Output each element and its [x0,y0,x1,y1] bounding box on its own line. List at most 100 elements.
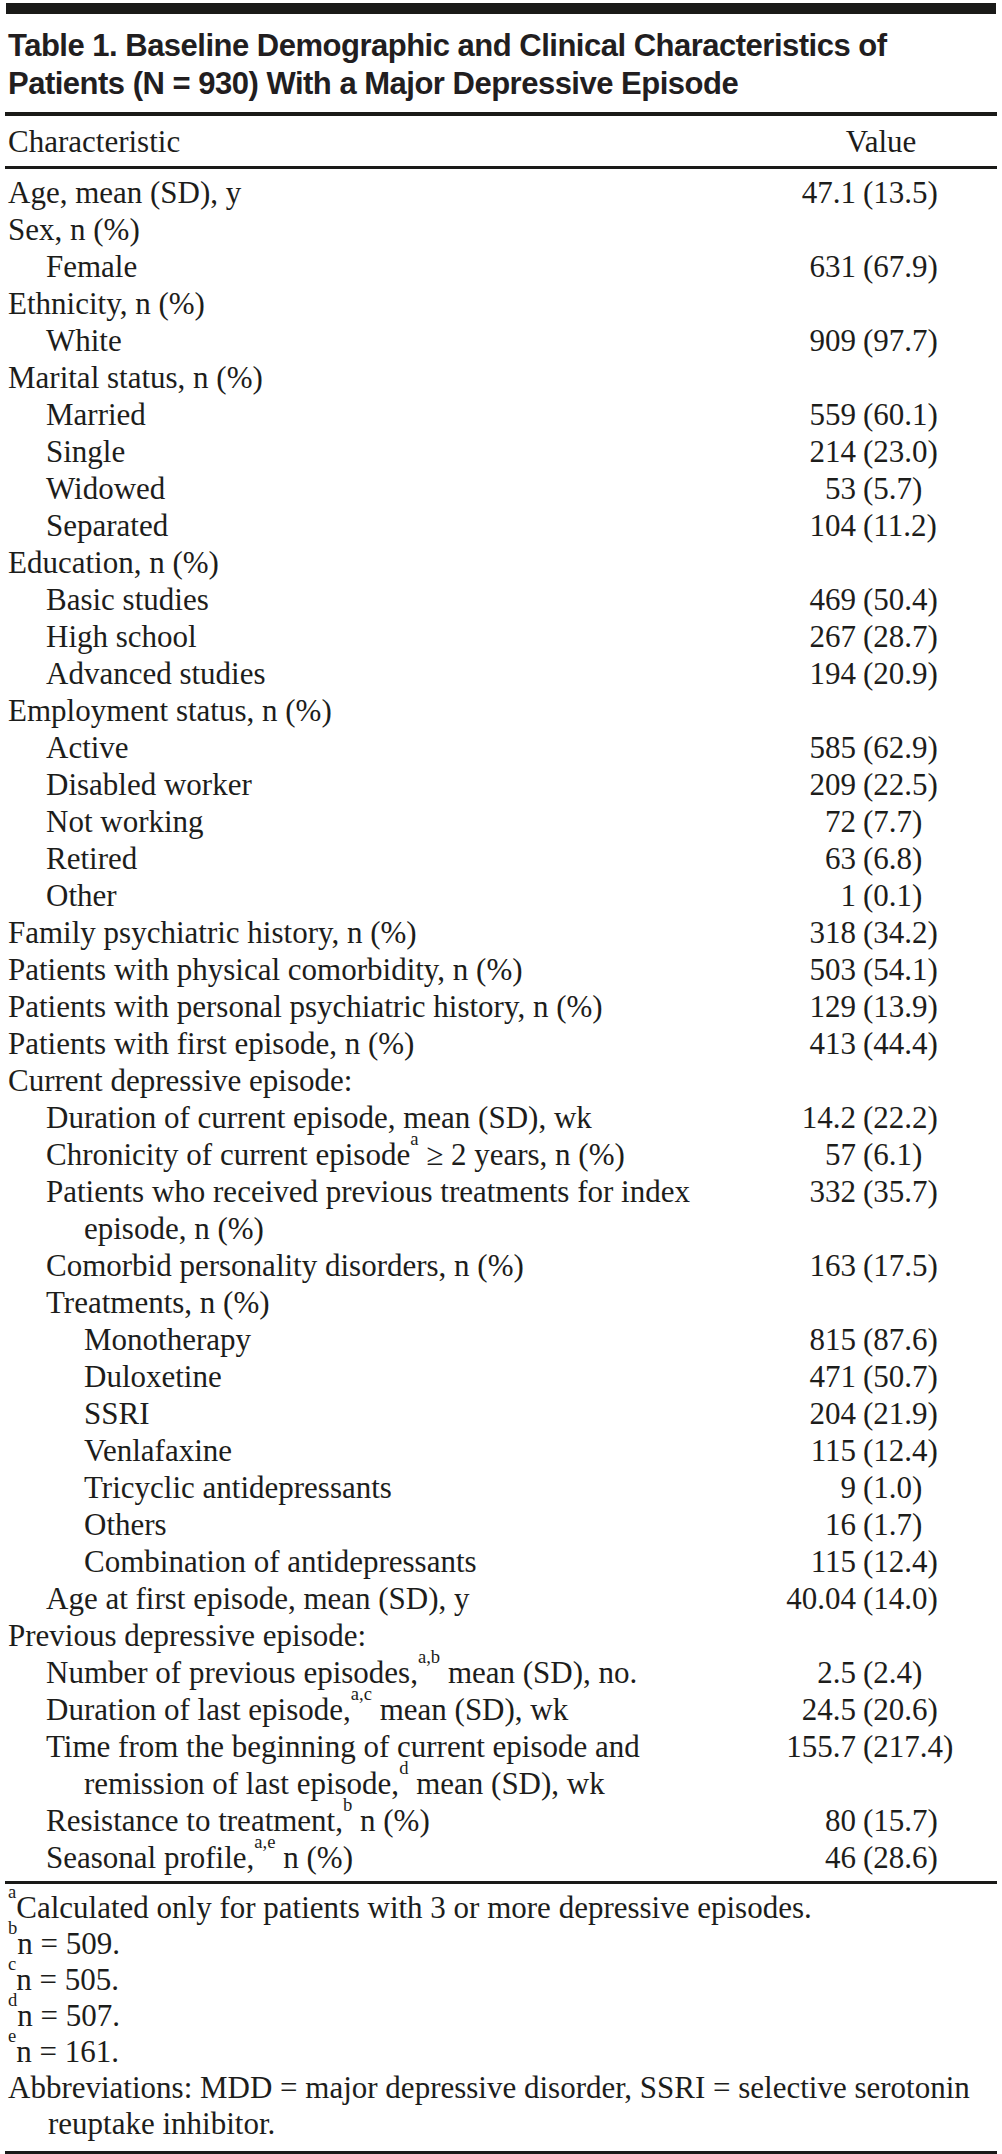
footnote-marker: a [8,1881,16,1902]
value-n: 585 [760,729,856,766]
footnote: dn = 507. [0,1998,992,2034]
row-value: 115(12.4) [760,1543,1002,1580]
footnote: cn = 505. [0,1962,992,1998]
row-characteristic: Sex, n (%) [0,211,760,248]
table-row: Active 585(62.9) [0,729,1002,766]
value-percent: (22.5) [856,766,938,803]
row-value: 559(60.1) [760,396,1002,433]
row-characteristic: Age at first episode, mean (SD), y [0,1580,760,1617]
row-value: 47.1(13.5) [760,174,1002,211]
value-n: 57 [760,1136,856,1173]
column-header-characteristic: Characteristic [0,124,760,160]
table-row: Age at first episode, mean (SD), y 40.04… [0,1580,1002,1617]
value-percent: (12.4) [856,1543,938,1580]
table-row: Previous depressive episode: [0,1617,1002,1654]
value-n: 559 [760,396,856,433]
table-row: High school 267(28.7) [0,618,1002,655]
value-n: 204 [760,1395,856,1432]
value-n: 80 [760,1802,856,1839]
row-value: 318(34.2) [760,914,1002,951]
row-characteristic: Single [0,433,760,470]
table-row: Ethnicity, n (%) [0,285,1002,322]
row-label-text: Duloxetine [84,1359,222,1394]
row-characteristic: Number of previous episodes,a,b mean (SD… [0,1654,760,1691]
row-label-text: Married [46,397,146,432]
table-row: Patients with first episode, n (%) 413(4… [0,1025,1002,1062]
row-label-text: Not working [46,804,204,839]
row-value: 115(12.4) [760,1432,1002,1469]
row-characteristic: Current depressive episode: [0,1062,760,1099]
footnote-marker: e [8,2025,16,2046]
row-label-text: SSRI [84,1396,149,1431]
value-n: 815 [760,1321,856,1358]
value-percent: (6.8) [856,840,922,877]
value-n: 909 [760,322,856,359]
row-value: 53(5.7) [760,470,1002,507]
row-label-text: Age, mean (SD), y [8,175,241,210]
table-row: Female 631(67.9) [0,248,1002,285]
table-row: Current depressive episode: [0,1062,1002,1099]
footnote-marker: b [8,1917,17,1938]
footnote: bn = 509. [0,1926,992,1962]
row-label-text: Previous depressive episode: [8,1618,366,1653]
value-percent: (50.7) [856,1358,938,1395]
value-n: 155.7 [760,1728,856,1765]
value-percent: (35.7) [856,1173,938,1210]
row-label-text-cont: n (%) [275,1840,352,1875]
value-n: 53 [760,470,856,507]
row-characteristic: Tricyclic antidepressants [0,1469,760,1506]
row-characteristic: Duration of current episode, mean (SD), … [0,1099,760,1136]
footnote-text: n = 509. [17,1926,120,1961]
row-characteristic: Education, n (%) [0,544,760,581]
row-label-text: Family psychiatric history, n (%) [8,915,417,950]
row-label-text-cont: mean (SD), wk [408,1766,604,1801]
value-n: 14.2 [760,1099,856,1136]
row-label-text: Sex, n (%) [8,212,140,247]
row-value: 129(13.9) [760,988,1002,1025]
row-value: 332(35.7) [760,1173,1002,1210]
row-label-text: Current depressive episode: [8,1063,352,1098]
value-percent: (62.9) [856,729,938,766]
row-characteristic: Family psychiatric history, n (%) [0,914,760,951]
row-value: 2.5(2.4) [760,1654,1002,1691]
row-label-text: Female [46,249,137,284]
row-label-text-cont: mean (SD), wk [372,1692,568,1727]
table-row: Disabled worker 209(22.5) [0,766,1002,803]
table-row: Others 16(1.7) [0,1506,1002,1543]
value-percent: (14.0) [856,1580,938,1617]
row-value: 155.7(217.4) [760,1728,1002,1765]
value-n: 115 [760,1432,856,1469]
value-n: 413 [760,1025,856,1062]
row-value: 209(22.5) [760,766,1002,803]
row-characteristic: Age, mean (SD), y [0,174,760,211]
table-row: Separated 104(11.2) [0,507,1002,544]
row-label-text-cont: mean (SD), no. [440,1655,637,1690]
table-row: Tricyclic antidepressants 9(1.0) [0,1469,1002,1506]
table-row: Comorbid personality disorders, n (%) 16… [0,1247,1002,1284]
value-percent: (217.4) [856,1728,953,1765]
value-percent: (17.5) [856,1247,938,1284]
table-row: White 909(97.7) [0,322,1002,359]
table-row: Retired 63(6.8) [0,840,1002,877]
value-n: 214 [760,433,856,470]
value-n: 115 [760,1543,856,1580]
row-value: 14.2(22.2) [760,1099,1002,1136]
value-n: 209 [760,766,856,803]
table-row: Venlafaxine 115(12.4) [0,1432,1002,1469]
value-n: 104 [760,507,856,544]
value-percent: (28.7) [856,618,938,655]
row-label-text: Seasonal profile, [46,1840,254,1875]
row-label-text: Employment status, n (%) [8,693,332,728]
row-value: 194(20.9) [760,655,1002,692]
table-row: Widowed 53(5.7) [0,470,1002,507]
row-characteristic: Basic studies [0,581,760,618]
value-percent: (12.4) [856,1432,938,1469]
row-value: 413(44.4) [760,1025,1002,1062]
value-percent: (13.5) [856,174,938,211]
row-characteristic: Widowed [0,470,760,507]
row-characteristic: Married [0,396,760,433]
value-n: 47.1 [760,174,856,211]
table-row: Patients who received previous treatment… [0,1173,1002,1247]
row-label-text: Widowed [46,471,165,506]
value-n: 267 [760,618,856,655]
